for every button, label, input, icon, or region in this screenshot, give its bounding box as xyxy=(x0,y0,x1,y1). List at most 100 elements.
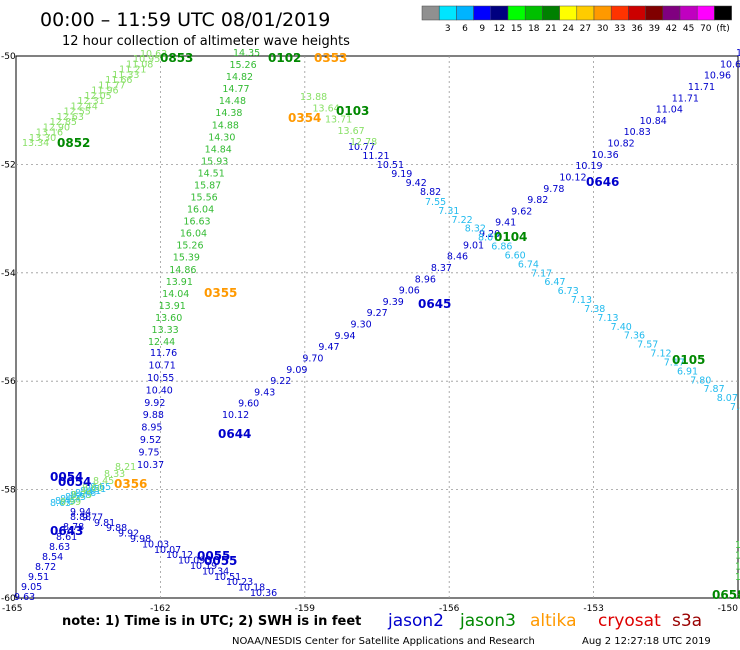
wave-height-value: 12.31 xyxy=(78,96,105,107)
legend-swatch xyxy=(456,5,474,21)
wave-height-value: 8.68 xyxy=(70,490,91,501)
legend-swatch xyxy=(490,5,509,21)
longitude-label: -162 xyxy=(150,604,170,614)
wave-height-value: 6.86 xyxy=(491,242,512,253)
legend-label: 33 xyxy=(614,24,625,34)
legend-label: (ft) xyxy=(716,24,730,34)
legend-swatch xyxy=(524,5,543,21)
wave-height-value: 10.82 xyxy=(608,139,635,150)
longitude-label: -150 xyxy=(718,604,739,614)
pass-time-label: 0353 xyxy=(314,51,347,65)
legend-label: 36 xyxy=(631,24,643,34)
satellite-name-altika: altika xyxy=(530,611,577,631)
wave-height-value: 15.87 xyxy=(194,180,221,191)
wave-height-value: 11.71 xyxy=(672,93,699,104)
wave-height-value: 9.62 xyxy=(511,206,532,217)
latitude-label: -58 xyxy=(1,486,16,496)
wave-height-value: 9.27 xyxy=(367,308,388,319)
wave-height-value: 13.88 xyxy=(300,92,327,103)
wave-height-value: 10.51 xyxy=(214,572,241,583)
wave-height-value: 8.96 xyxy=(415,274,436,285)
pass-time-labels: 0853 0852 0102 0353 0354 0103 0646 0104 0645 0355… xyxy=(50,51,740,602)
plot-area xyxy=(15,55,739,599)
wave-height-value: 8.21 xyxy=(115,462,136,473)
wave-height-value: 8.54 xyxy=(42,552,63,563)
wave-height-value: 16.63 xyxy=(183,217,210,228)
wave-height-value: 10.07 xyxy=(154,545,181,556)
wave-height-value: 8.72 xyxy=(35,562,56,573)
legend-swatch xyxy=(576,5,595,21)
wave-height-value: 7.17 xyxy=(664,357,685,368)
wave-height-value: 10.40 xyxy=(146,385,173,396)
footer-timestamp: Aug 2 12:27:18 UTC 2019 xyxy=(582,636,711,647)
wave-height-value: 9.98 xyxy=(130,534,151,545)
wave-height-value: 8.32 xyxy=(465,224,486,235)
wave-height-value: 9.63 xyxy=(14,592,35,603)
wave-height-value: 8.51 xyxy=(85,484,106,495)
wave-height-value: 9.75 xyxy=(138,448,159,459)
wave-height-value: 9.88 xyxy=(143,410,164,421)
wave-height-value: 9.01 xyxy=(463,240,484,251)
wave-height-value: 9.41 xyxy=(495,218,516,229)
wave-height-value: 10.03 xyxy=(142,539,169,550)
wave-height-value: 13.34 xyxy=(22,138,49,149)
wave-height-value: 13.91 xyxy=(166,277,193,288)
pass-time-label: 0103 xyxy=(336,104,369,118)
wave-height-value: 15.56 xyxy=(191,193,218,204)
wave-height-value: 14.30 xyxy=(208,132,235,143)
latitude-label: -54 xyxy=(1,269,16,279)
wave-height-value: 10.36 xyxy=(250,588,277,599)
latitude-label: -50 xyxy=(1,52,16,62)
wave-height-value: 10.12 xyxy=(559,172,586,183)
wave-height-value: 10.55 xyxy=(147,373,174,384)
wave-height-value: 11.76 xyxy=(150,348,177,359)
legend-swatch xyxy=(473,5,492,21)
wave-height-value: 11.0 xyxy=(735,551,740,562)
wave-height-value: 9.39 xyxy=(383,297,404,308)
legend-label: 12 xyxy=(494,24,505,34)
wave-height-value: 11.08 xyxy=(126,59,153,70)
wave-height-value: 12.44 xyxy=(148,337,175,348)
wave-height-value: 8.37 xyxy=(431,263,452,274)
wave-height-value: 6.91 xyxy=(677,366,698,377)
wave-height-value: 7.80 xyxy=(730,402,740,413)
satellite-name-jason2: jason2 xyxy=(387,611,444,631)
wave-height-value: 16.04 xyxy=(180,229,207,240)
wave-height-value: 8.61 xyxy=(56,532,77,543)
legend-label: 27 xyxy=(580,24,591,34)
wave-height-value: 8.46 xyxy=(447,252,468,263)
wave-height-value: 9.78 xyxy=(543,184,564,195)
wave-height-value: 8.45 xyxy=(93,476,114,487)
wave-height-value: 9.94 xyxy=(70,507,91,518)
wave-height-value: 7.22 xyxy=(452,215,473,226)
wave-height-value: 9.30 xyxy=(351,320,372,331)
legend-label: 45 xyxy=(683,24,694,34)
wave-height-value: 8.78 xyxy=(63,522,84,533)
wave-height-value: 9.81 xyxy=(94,518,115,529)
wave-height-value: 15.26 xyxy=(229,60,256,71)
wave-height-value: 7.87 xyxy=(703,384,724,395)
latitude-label: -56 xyxy=(1,377,16,387)
wave-height-value: 7.38 xyxy=(584,304,605,315)
wave-height-value: 13.64 xyxy=(313,103,340,114)
wave-height-value: 11.21 xyxy=(362,151,389,162)
wave-height-value: 8.33 xyxy=(104,469,125,480)
wave-height-value: 9.82 xyxy=(527,195,548,206)
wave-height-value: 12.55 xyxy=(64,107,91,118)
wave-height-value: 8.34 xyxy=(60,494,81,505)
wave-height-value: 9.47 xyxy=(318,342,339,353)
wave-height-value: 14.51 xyxy=(198,168,225,179)
pass-time-label: 0354 xyxy=(288,111,321,125)
legend-swatch xyxy=(542,5,560,21)
legend-label: 15 xyxy=(511,24,522,34)
wave-height-value: 10.36 xyxy=(591,150,618,161)
legend-swatch xyxy=(610,5,629,21)
map-subtitle: 12 hour collection of altimeter wave hei… xyxy=(62,34,350,49)
wave-height-value: 10.19 xyxy=(190,561,217,572)
wave-height-value: 7.13 xyxy=(597,313,618,324)
wave-height-value: 9.92 xyxy=(144,398,165,409)
pass-time-label: 0054 xyxy=(58,475,91,489)
satellite-name-cryosat: cryosat xyxy=(598,611,661,631)
wave-height-value: 9.20 xyxy=(479,229,500,240)
